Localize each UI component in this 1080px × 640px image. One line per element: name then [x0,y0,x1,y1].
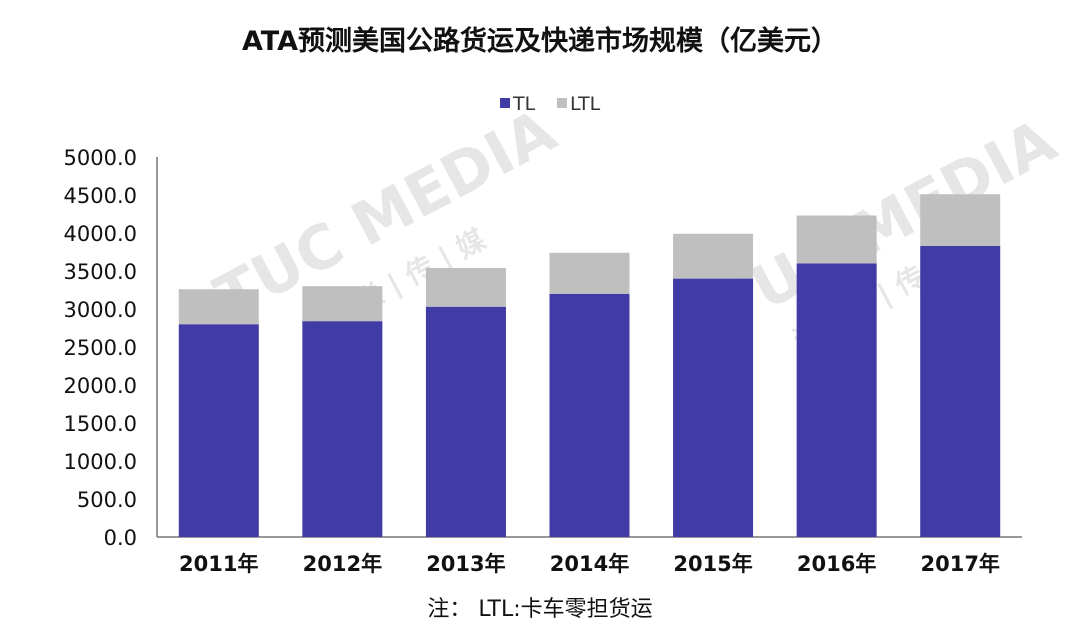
x-tick-label: 2014年 [550,552,629,576]
x-tick-label: 2015年 [673,552,752,576]
bar-tl-0 [178,324,259,537]
bar-tl-4 [673,278,754,537]
x-tick-label: 2016年 [797,552,876,576]
footnote: 注： LTL:卡车零担货运 [427,597,652,622]
x-tick-label: 2012年 [303,552,382,576]
bar-ltl-3 [549,252,630,294]
legend: TL LTL [500,93,601,115]
bar-tl-6 [920,245,1001,538]
bar-ltl-1 [302,286,383,322]
y-tick-label: 1000.0 [64,450,137,474]
bars [178,194,1001,538]
bar-ltl-6 [920,194,1001,246]
legend-label-ltl: LTL [570,93,601,115]
bar-tl-3 [549,293,630,537]
y-tick-label: 2000.0 [64,374,137,398]
bar-ltl-2 [425,267,506,307]
y-tick-label: 2500.0 [64,336,137,360]
y-tick-label: 3000.0 [64,298,137,322]
y-tick-label: 1500.0 [64,412,137,436]
y-tick-label: 500.0 [77,488,137,512]
legend-label-tl: TL [512,93,536,115]
x-tick-label: 2011年 [179,552,258,576]
y-tick-label: 4500.0 [64,184,137,208]
chart-title: ATA预测美国公路货运及快递市场规模（亿美元） [242,25,838,57]
bar-ltl-0 [178,289,259,325]
bar-tl-1 [302,321,383,537]
y-tick-label: 5000.0 [64,146,137,170]
y-tick-label: 0.0 [104,526,137,550]
legend-swatch-ltl [557,98,567,108]
y-tick-label: 4000.0 [64,222,137,246]
bar-tl-5 [796,263,877,537]
x-tick-label: 2013年 [426,552,505,576]
x-tick-label: 2017年 [920,552,999,576]
bar-ltl-4 [673,233,754,279]
bar-ltl-5 [796,215,877,264]
bar-tl-2 [425,306,506,537]
legend-swatch-tl [500,98,510,108]
y-tick-label: 3500.0 [64,260,137,284]
